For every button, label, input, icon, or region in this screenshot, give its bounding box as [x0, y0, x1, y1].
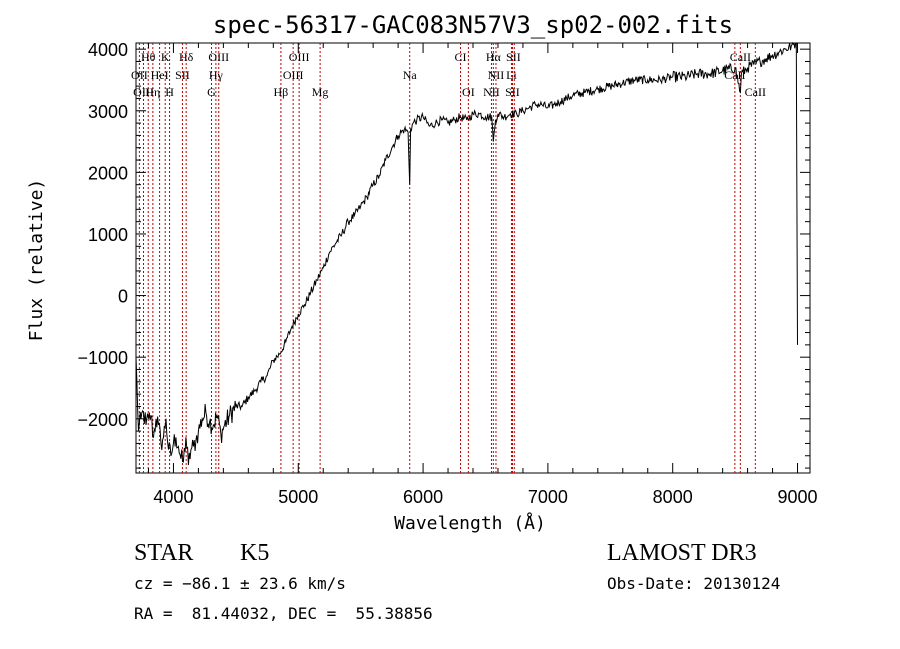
- x-tick-label: 5000: [278, 487, 318, 507]
- survey-name: LAMOST DR3: [607, 540, 757, 566]
- y-tick-label: 1000: [88, 225, 128, 245]
- spectral-line-label: Li: [506, 68, 517, 82]
- spectral-line-label: OIII: [208, 50, 229, 64]
- y-tick-label: 0: [118, 287, 128, 307]
- spectral-line-label: NII: [483, 85, 500, 99]
- spectral-line-label: K: [161, 50, 170, 64]
- spectral-line-label: OII: [131, 68, 148, 82]
- spectrum-chart: Hθ K Hδ OIII OIII CI Hα SII CaII OII HeI SII Hγ OIII N…: [26, 11, 818, 534]
- x-tick-label: 6000: [403, 487, 443, 507]
- spectral-line-label: CaII: [730, 50, 751, 64]
- spectral-line-label: CaII: [745, 85, 766, 99]
- redshift-velocity: cz = −86.1 ± 23.6 km/s: [134, 574, 346, 593]
- spectral-line-label: HeI: [151, 68, 169, 82]
- spectral-line-label: OI: [462, 85, 475, 99]
- spectral-line-label: Hα: [486, 50, 502, 64]
- y-tick-label: −2000: [77, 410, 128, 430]
- spectral-line-label: Hδ: [179, 50, 194, 64]
- x-tick-label: 9000: [777, 487, 817, 507]
- y-axis-ticks: −2000 −1000 0 1000 2000 3000 4000: [77, 40, 810, 469]
- x-tick-label: 8000: [653, 487, 693, 507]
- y-tick-label: 3000: [88, 102, 128, 122]
- x-axis-ticks: 4000 5000 6000 7000 8000 9000: [147, 43, 818, 507]
- spectral-line-label: Na: [403, 68, 418, 82]
- spectrum-line: [135, 41, 798, 466]
- observation-date: Obs-Date: 20130124: [607, 574, 781, 593]
- spectral-line-label: Hη: [145, 85, 160, 99]
- spectral-line-label: Hθ: [141, 50, 156, 64]
- x-tick-label: 7000: [528, 487, 568, 507]
- spectral-line-label: SII: [506, 50, 521, 64]
- spectral-line-label: H: [165, 85, 174, 99]
- spectral-line-markers: [138, 43, 756, 473]
- y-tick-label: 4000: [88, 40, 128, 60]
- y-axis-label: Flux (relative): [26, 179, 47, 342]
- spectral-line-labels: Hθ K Hδ OIII OIII CI Hα SII CaII OII HeI SII Hγ OIII N…: [131, 50, 766, 99]
- x-axis-label: Wavelength (Å): [394, 512, 546, 534]
- x-tick-label: 4000: [153, 487, 193, 507]
- object-subclass: K5: [240, 540, 270, 566]
- spectral-line-label: SII: [175, 68, 190, 82]
- y-tick-label: −1000: [77, 348, 128, 368]
- plot-frame: [135, 42, 811, 474]
- coordinates: RA = 81.44032, DEC = 55.38856: [134, 604, 433, 623]
- spectral-line-label: CI: [455, 50, 467, 64]
- spectral-line-label: NII: [488, 68, 505, 82]
- spectral-line-label: Hγ: [209, 68, 224, 82]
- object-class: STAR: [134, 540, 194, 566]
- spectral-line-label: CaII: [724, 68, 745, 82]
- spectral-line-label: OIII: [283, 68, 304, 82]
- spectral-line-label: Mg: [312, 85, 329, 99]
- chart-title: spec-56317-GAC083N57V3_sp02-002.fits: [213, 11, 733, 39]
- y-tick-label: 2000: [88, 163, 128, 183]
- spectral-line-label: OIII: [289, 50, 310, 64]
- spectral-line-label: G: [207, 85, 216, 99]
- spectral-line-label: OIII: [133, 85, 154, 99]
- spectral-line-label: SII: [505, 85, 520, 99]
- spectral-line-label: Hβ: [274, 85, 289, 99]
